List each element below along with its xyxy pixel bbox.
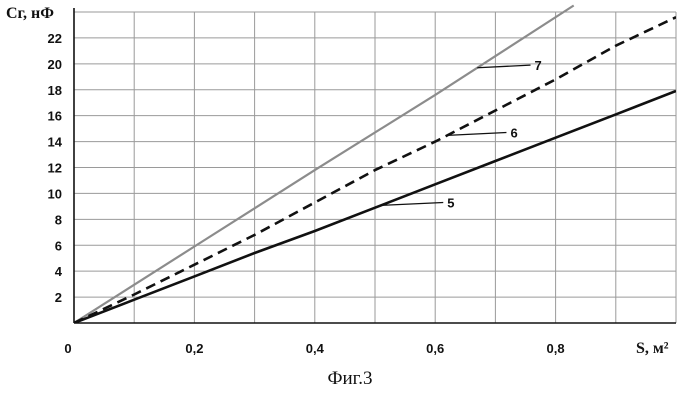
series-label-6: 6	[510, 126, 517, 141]
series-leader-6	[447, 133, 506, 136]
y-tick-label: 16	[48, 109, 62, 124]
grid	[74, 12, 676, 323]
x-tick-label: 0,4	[306, 341, 325, 356]
y-tick-label: 18	[48, 83, 62, 98]
y-tick-label: 6	[55, 238, 62, 253]
y-tick-label: 14	[48, 135, 63, 150]
series-label-7: 7	[535, 58, 542, 73]
x-tick-label: 0	[64, 341, 71, 356]
y-tick-label: 12	[48, 161, 62, 176]
x-axis-title: S, м²	[636, 340, 669, 357]
y-tick-label: 2	[55, 290, 62, 305]
series-leader-7	[477, 65, 530, 68]
y-tick-label: 10	[48, 186, 62, 201]
x-tick-label: 0,6	[426, 341, 444, 356]
x-tick-label: 0,2	[185, 341, 203, 356]
y-tick-label: 8	[55, 212, 62, 227]
series-line-7	[74, 6, 574, 324]
series-label-5: 5	[447, 195, 454, 210]
y-tick-label: 22	[48, 31, 62, 46]
y-tick-label: 4	[55, 264, 63, 279]
figure-caption: Фиг.3	[327, 368, 372, 389]
x-tick-label: 0,8	[547, 341, 565, 356]
y-tick-label: 20	[48, 57, 62, 72]
y-axis-title: Cг, нФ	[6, 5, 54, 22]
